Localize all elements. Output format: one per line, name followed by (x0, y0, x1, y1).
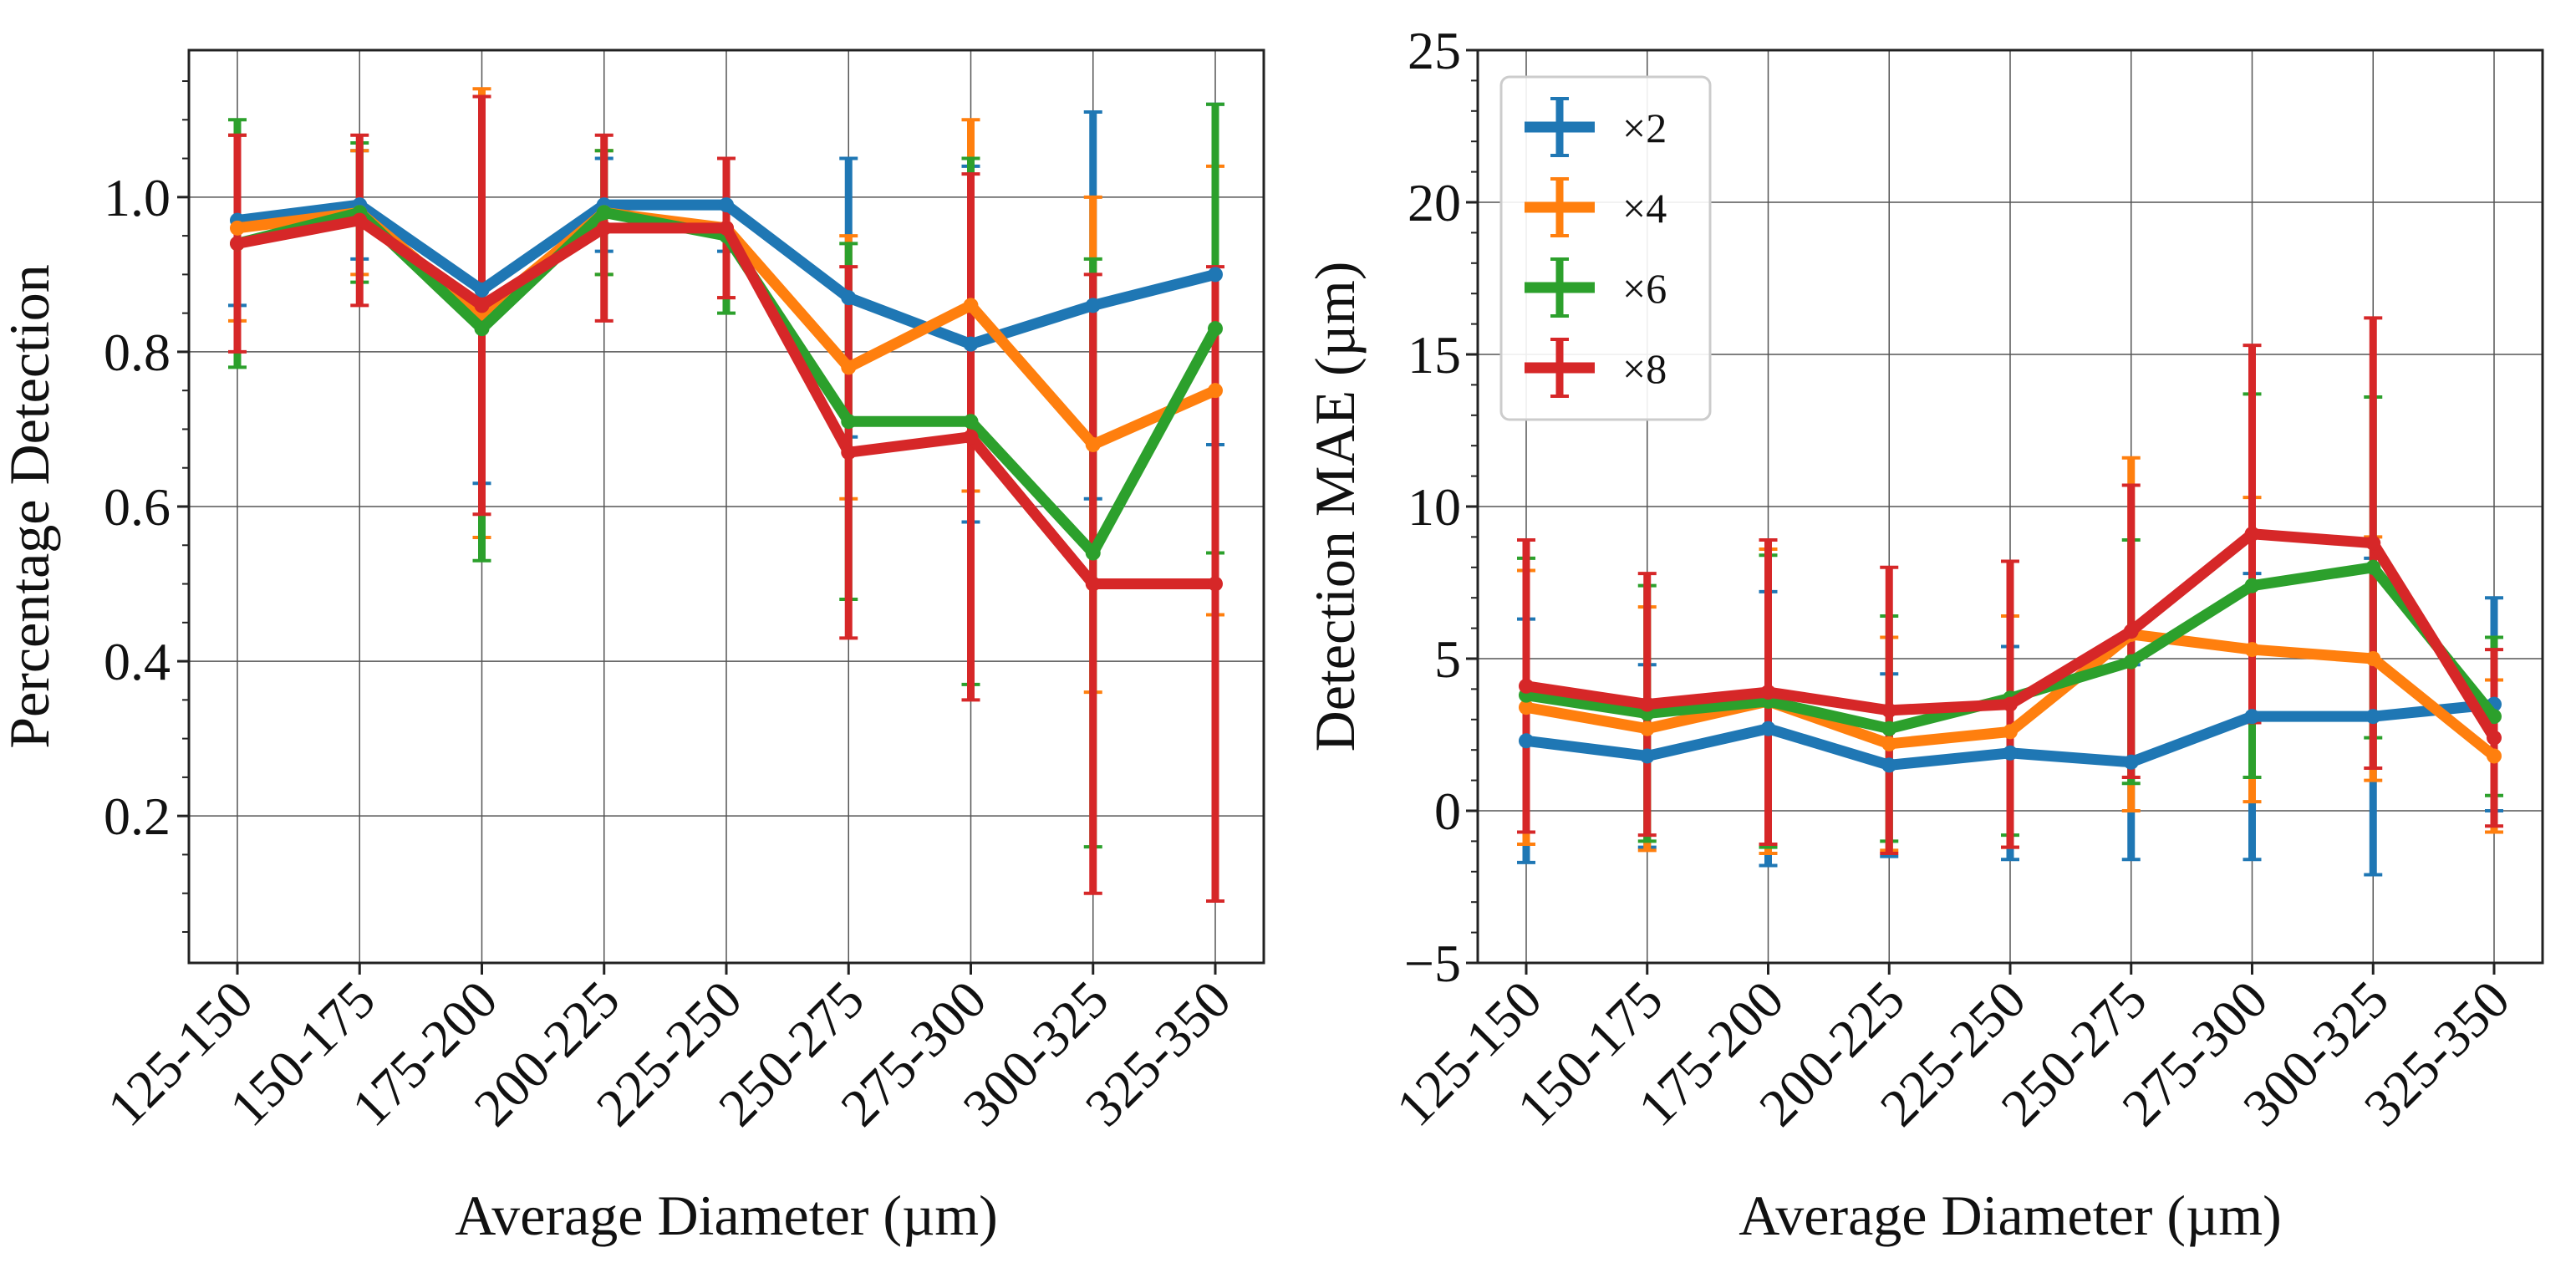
data-point (2123, 654, 2139, 670)
data-point (474, 282, 490, 298)
data-point (474, 321, 490, 337)
y-axis-title: Detection MAE (µm) (1303, 262, 1367, 752)
data-point (719, 220, 734, 236)
data-point (2003, 696, 2018, 712)
data-point (1639, 748, 1655, 764)
y-tick-label: 0.4 (104, 632, 171, 691)
legend-label: ×6 (1622, 265, 1667, 312)
data-point (963, 336, 979, 352)
data-point (1208, 267, 1223, 283)
data-point (2003, 724, 2018, 740)
panel-left-percentage-detection: 125-150150-175175-200200-225225-250250-2… (0, 48, 1265, 1247)
data-point (1085, 298, 1101, 313)
data-point (2244, 578, 2260, 593)
data-point (1760, 721, 1776, 736)
data-point (1208, 321, 1223, 337)
data-point (2123, 754, 2139, 770)
y-tick-label: 0.2 (104, 787, 171, 846)
y-tick-label: 25 (1408, 21, 1461, 80)
x-axis-title: Average Diameter (µm) (455, 1184, 998, 1247)
y-tick-label: 1.0 (104, 168, 171, 227)
y-tick-label: 5 (1434, 629, 1461, 689)
data-point (2487, 730, 2502, 746)
data-point (1208, 576, 1223, 592)
y-tick-label: 0.8 (104, 323, 171, 382)
data-point (352, 212, 368, 228)
legend-label: ×8 (1622, 345, 1667, 392)
data-point (2123, 624, 2139, 639)
data-point (719, 197, 734, 213)
data-point (2244, 526, 2260, 542)
y-tick-label: 0 (1434, 782, 1461, 841)
data-point (2365, 559, 2381, 575)
y-axis-title: Percentage Detection (0, 264, 61, 749)
data-point (2487, 748, 2502, 764)
data-point (1760, 685, 1776, 700)
data-point (1085, 545, 1101, 561)
y-tick-label: 10 (1408, 477, 1461, 537)
data-point (1639, 696, 1655, 712)
data-point (1085, 576, 1101, 592)
data-point (1519, 700, 1534, 715)
legend-label: ×4 (1622, 185, 1667, 232)
y-tick-label: 15 (1408, 325, 1461, 384)
data-point (1208, 383, 1223, 399)
data-point (1519, 733, 1534, 749)
data-point (963, 429, 979, 445)
data-point (474, 298, 490, 313)
data-point (2365, 709, 2381, 725)
data-point (963, 414, 979, 430)
data-point (1639, 721, 1655, 736)
data-point (2003, 745, 2018, 761)
y-tick-label: 20 (1408, 173, 1461, 232)
data-point (2244, 709, 2260, 725)
data-point (2365, 651, 2381, 666)
data-point (963, 298, 979, 313)
data-point (596, 205, 612, 221)
legend-label: ×2 (1622, 104, 1667, 151)
data-point (1881, 757, 1897, 773)
data-point (2244, 642, 2260, 658)
data-point (841, 290, 857, 306)
data-point (1085, 436, 1101, 452)
data-point (1881, 736, 1897, 751)
panel-right-detection-mae: 125-150150-175175-200200-225225-250250-2… (1303, 21, 2544, 1247)
data-point (841, 359, 857, 375)
data-point (1881, 702, 1897, 718)
data-point (596, 220, 612, 236)
data-point (230, 236, 245, 252)
data-point (1519, 678, 1534, 694)
x-axis-title: Average Diameter (µm) (1739, 1184, 2282, 1247)
data-point (1881, 721, 1897, 736)
data-point (230, 220, 245, 236)
legend: ×2 ×4 ×6 ×8 (1499, 75, 1712, 421)
y-tick-label: 0.6 (104, 477, 171, 537)
data-point (2365, 535, 2381, 551)
data-point (2487, 709, 2502, 725)
y-tick-label: −5 (1404, 934, 1461, 993)
legend-box (1499, 75, 1712, 421)
data-point (841, 414, 857, 430)
data-point (841, 445, 857, 461)
